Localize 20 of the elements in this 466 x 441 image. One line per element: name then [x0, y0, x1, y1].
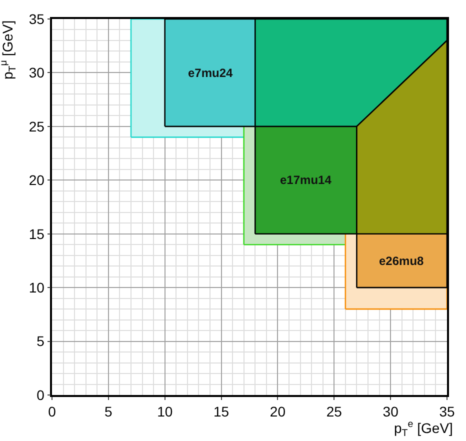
- y-tick-label: 20: [28, 172, 45, 188]
- x-tick-label: 20: [270, 404, 286, 420]
- x-tick-label: 15: [214, 404, 230, 420]
- y-tick-label: 10: [28, 279, 45, 296]
- y-tick-label: 25: [28, 118, 45, 134]
- y-tick-label: 0: [36, 386, 45, 403]
- series-label: e7mu24: [188, 66, 234, 80]
- y-tick-label: 30: [28, 64, 45, 81]
- y-tick-label: 15: [28, 226, 45, 242]
- x-tick-label: 30: [382, 404, 399, 420]
- y-tick-label: 35: [28, 10, 45, 27]
- x-tick-label: 10: [157, 404, 173, 420]
- x-tick-label: 35: [439, 404, 455, 420]
- x-tick-label: 25: [326, 404, 342, 420]
- series-label: e17mu14: [280, 173, 332, 187]
- y-tick-label: 5: [36, 333, 45, 350]
- series-label: e26mu8: [379, 254, 424, 268]
- x-axis-title: p$_{T}$$^{e}$ [GeV]: [394, 419, 453, 439]
- x-tick-label: 0: [48, 404, 56, 420]
- x-tick-label: 5: [104, 404, 113, 420]
